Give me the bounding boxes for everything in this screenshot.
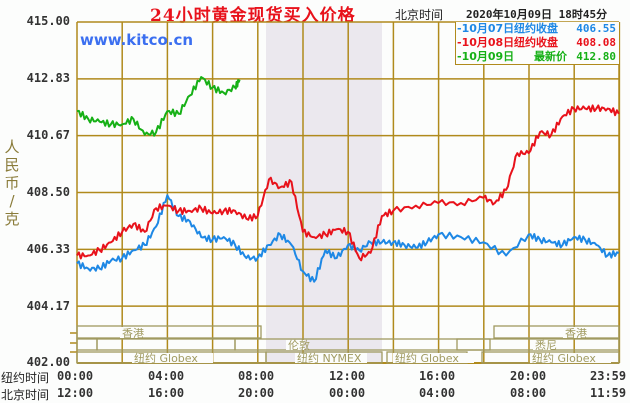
y-tick: 406.33 (26, 242, 70, 256)
y-axis-label: 人民币 / 克 (4, 138, 20, 228)
legend-date: -10月07日 (457, 22, 515, 35)
svg-text:纽约 Globex: 纽约 Globex (395, 351, 459, 365)
bj-time-label: 北京时间 (1, 388, 50, 402)
y-tick: 404.17 (26, 299, 70, 313)
y-tick: 415.00 (26, 14, 70, 28)
svg-text:伦敦: 伦敦 (288, 338, 310, 352)
x-tick: 04:00 (148, 369, 185, 383)
svg-text:香港: 香港 (122, 327, 144, 340)
legend-name: 纽约收盘 (514, 36, 558, 49)
chart-title: 24小时黄金现货买入价格 (150, 6, 356, 26)
legend-name: 纽约收盘 (514, 22, 558, 35)
x-tick: 11:59 (590, 386, 627, 400)
x-tick: 23:59 (590, 369, 627, 383)
legend-item-oct08: -10月08日 纽约收盘 408.08 (456, 36, 619, 50)
x-tick: 16:00 (419, 369, 456, 383)
legend-item-oct07: -10月07日 纽约收盘 406.55 (456, 22, 619, 36)
svg-text:香港: 香港 (565, 327, 587, 340)
svg-text:纽约 NYMEX: 纽约 NYMEX (297, 351, 362, 365)
x-tick: 04:00 (419, 386, 456, 400)
y-tick: 402.00 (26, 355, 70, 369)
legend-value: 408.08 (576, 36, 616, 49)
svg-text:纽约 Globex: 纽约 Globex (532, 351, 596, 365)
x-axis-bj-time: 北京时间 12:00 16:00 20:00 00:00 04:00 08:00… (0, 386, 630, 402)
timezone-label: 北京时间 (395, 8, 444, 22)
site-watermark[interactable]: www.kitco.cn (80, 31, 194, 49)
legend-value: 406.55 (576, 22, 616, 35)
x-tick: 12:00 (329, 369, 366, 383)
x-tick: 16:00 (148, 386, 185, 400)
legend-date: -10月09日 (457, 50, 515, 63)
y-tick: 408.50 (26, 185, 70, 199)
svg-text:纽约 Globex: 纽约 Globex (134, 351, 198, 365)
legend-item-oct09: -10月09日 最新价 412.80 (456, 50, 619, 64)
y-tick: 410.67 (26, 128, 70, 142)
x-tick: 20:00 (510, 369, 547, 383)
ny-time-label: 纽约时间 (1, 371, 50, 385)
x-tick: 12:00 (57, 386, 94, 400)
x-tick: 08:00 (510, 386, 547, 400)
x-tick: 00:00 (329, 386, 366, 400)
x-tick: 20:00 (238, 386, 275, 400)
x-tick: 08:00 (238, 369, 275, 383)
legend-date: -10月08日 (457, 36, 515, 49)
price-lines (76, 76, 620, 283)
legend-value: 412.80 (576, 50, 616, 63)
legend-name: 最新价 (534, 50, 567, 63)
x-tick: 00:00 (57, 369, 94, 383)
update-datetime: 2020年10月09日 18时45分 (466, 8, 608, 21)
x-axis-ny-time: 纽约时间 00:00 04:00 08:00 12:00 16:00 20:00… (0, 369, 630, 385)
y-tick: 412.83 (26, 71, 70, 85)
legend: -10月07日 纽约收盘 406.55 -10月08日 纽约收盘 408.08 … (455, 22, 620, 65)
svg-text:悉尼: 悉尼 (535, 339, 557, 352)
